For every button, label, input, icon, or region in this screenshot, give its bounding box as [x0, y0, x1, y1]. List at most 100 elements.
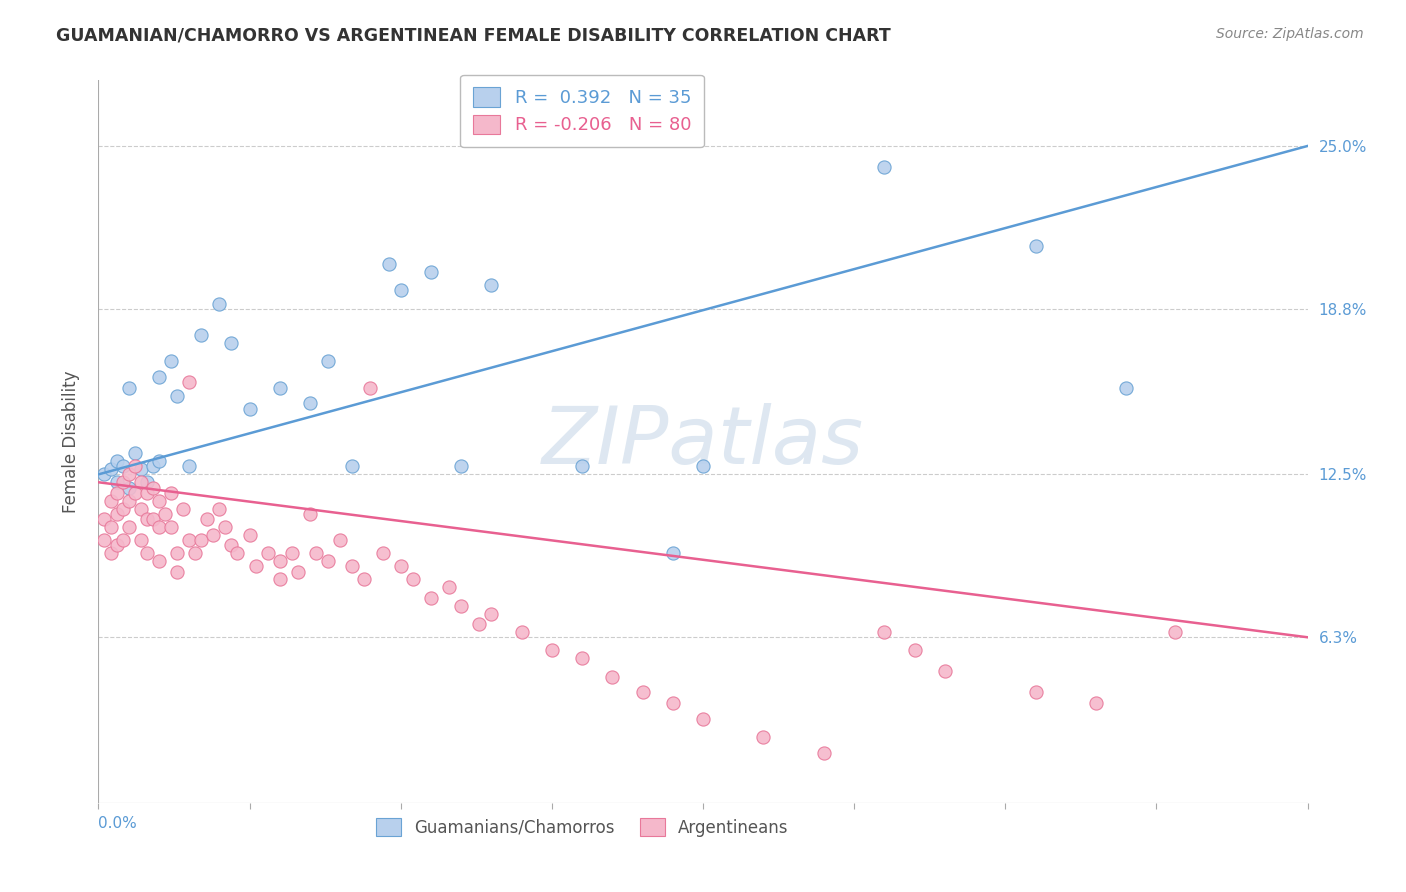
Point	[245, 559, 267, 574]
Point	[692, 459, 714, 474]
Point	[342, 559, 364, 574]
Point	[124, 485, 146, 500]
Y-axis label: Female Disability: Female Disability	[62, 370, 80, 513]
Point	[481, 278, 503, 293]
Point	[287, 565, 309, 579]
Point	[269, 554, 291, 568]
Point	[100, 493, 122, 508]
Point	[481, 607, 503, 621]
Point	[129, 475, 152, 490]
Point	[221, 336, 243, 351]
Point	[172, 501, 194, 516]
Point	[305, 546, 328, 560]
Point	[148, 554, 170, 568]
Point	[160, 354, 183, 368]
Point	[420, 591, 443, 605]
Point	[160, 520, 183, 534]
Point	[124, 446, 146, 460]
Point	[329, 533, 352, 547]
Point	[269, 573, 291, 587]
Point	[202, 528, 225, 542]
Point	[437, 580, 460, 594]
Point	[316, 354, 339, 368]
Point	[631, 685, 654, 699]
Point	[118, 481, 141, 495]
Point	[160, 485, 183, 500]
Point	[100, 520, 122, 534]
Point	[389, 284, 412, 298]
Point	[371, 546, 394, 560]
Point	[105, 507, 128, 521]
Point	[226, 546, 249, 560]
Point	[450, 459, 472, 474]
Point	[153, 507, 176, 521]
Point	[1024, 685, 1046, 699]
Point	[239, 528, 262, 542]
Point	[179, 533, 201, 547]
Text: ZIPatlas: ZIPatlas	[541, 402, 865, 481]
Point	[129, 533, 152, 547]
Point	[93, 467, 115, 482]
Point	[148, 370, 170, 384]
Point	[179, 459, 201, 474]
Legend: Guamanians/Chamorros, Argentineans: Guamanians/Chamorros, Argentineans	[367, 810, 797, 845]
Point	[100, 546, 122, 560]
Point	[1024, 239, 1046, 253]
Point	[239, 401, 262, 416]
Point	[208, 501, 231, 516]
Point	[166, 388, 188, 402]
Point	[129, 501, 152, 516]
Point	[118, 520, 141, 534]
Point	[135, 512, 157, 526]
Point	[111, 501, 134, 516]
Point	[105, 485, 128, 500]
Point	[281, 546, 304, 560]
Point	[105, 475, 128, 490]
Point	[1163, 625, 1185, 640]
Point	[142, 512, 165, 526]
Point	[148, 520, 170, 534]
Point	[221, 538, 243, 552]
Point	[135, 475, 157, 490]
Point	[316, 554, 339, 568]
Point	[813, 746, 835, 760]
Point	[353, 573, 375, 587]
Point	[468, 617, 491, 632]
Text: GUAMANIAN/CHAMORRO VS ARGENTINEAN FEMALE DISABILITY CORRELATION CHART: GUAMANIAN/CHAMORRO VS ARGENTINEAN FEMALE…	[56, 27, 891, 45]
Point	[135, 485, 157, 500]
Point	[124, 459, 146, 474]
Point	[111, 475, 134, 490]
Point	[195, 512, 218, 526]
Point	[873, 625, 896, 640]
Point	[208, 296, 231, 310]
Point	[190, 533, 212, 547]
Point	[135, 546, 157, 560]
Point	[377, 257, 399, 271]
Point	[179, 376, 201, 390]
Point	[105, 538, 128, 552]
Point	[873, 160, 896, 174]
Point	[510, 625, 533, 640]
Point	[934, 665, 956, 679]
Point	[166, 546, 188, 560]
Point	[148, 454, 170, 468]
Point	[100, 462, 122, 476]
Point	[129, 462, 152, 476]
Point	[342, 459, 364, 474]
Point	[360, 381, 382, 395]
Point	[190, 328, 212, 343]
Point	[118, 381, 141, 395]
Point	[214, 520, 236, 534]
Point	[256, 546, 278, 560]
Point	[692, 712, 714, 726]
Point	[269, 381, 291, 395]
Point	[1085, 696, 1108, 710]
Point	[389, 559, 412, 574]
Point	[166, 565, 188, 579]
Point	[402, 573, 425, 587]
Point	[571, 459, 593, 474]
Point	[602, 670, 624, 684]
Point	[148, 493, 170, 508]
Point	[299, 396, 322, 410]
Point	[571, 651, 593, 665]
